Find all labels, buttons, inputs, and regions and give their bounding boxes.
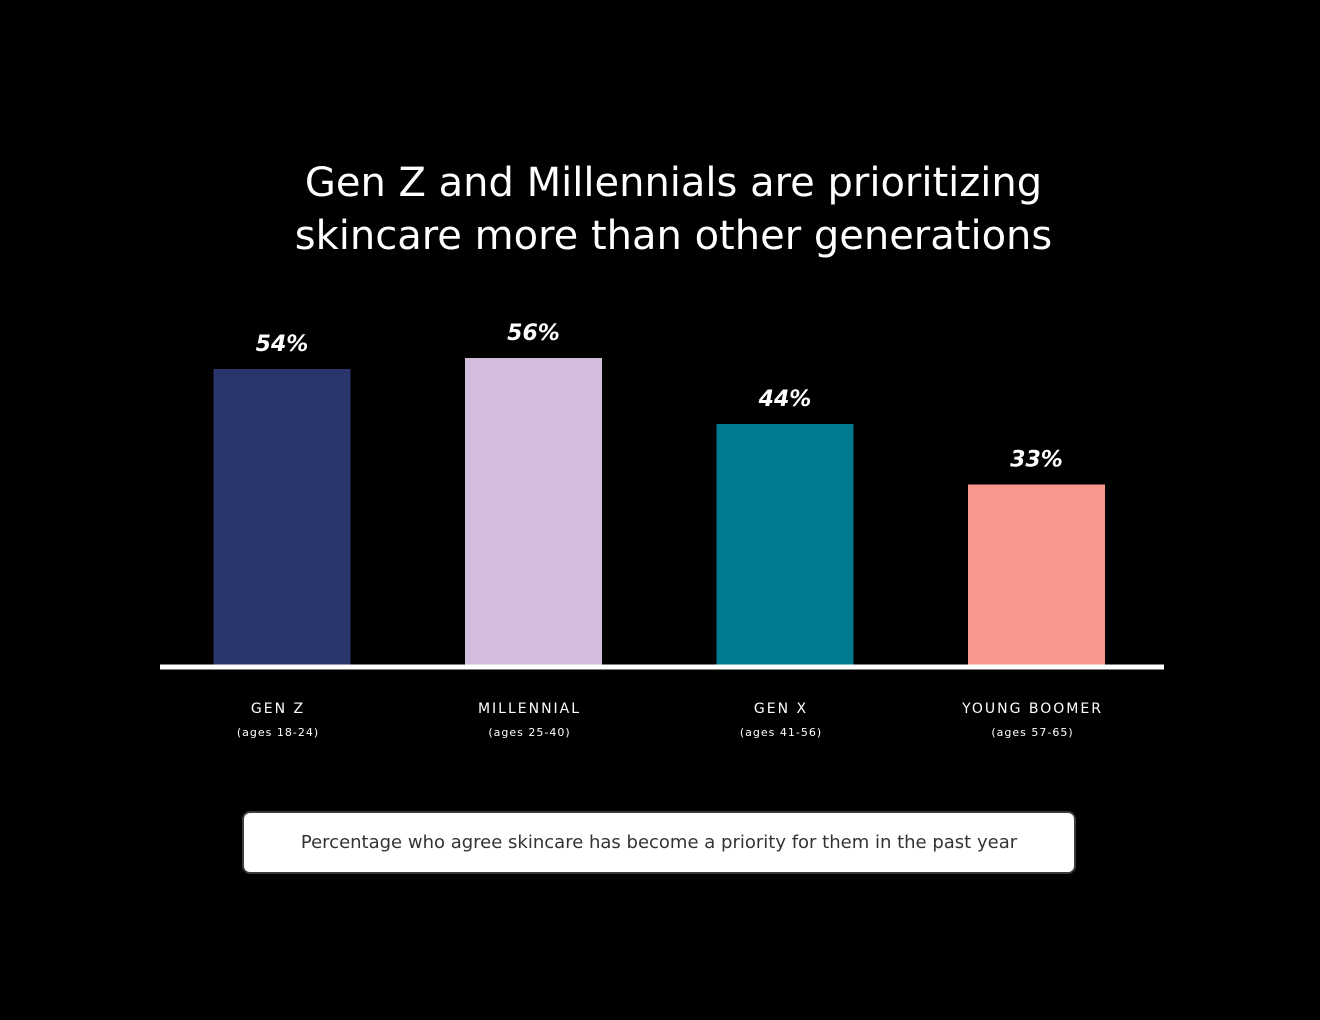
chart-title: Gen Z and Millennials are prioritizing s…: [0, 157, 1320, 263]
category-label-gen-z: GEN Z: [251, 701, 305, 717]
chart-title-line-2: skincare more than other generations: [294, 213, 1053, 259]
bar-gen-z: [213, 369, 351, 666]
value-label-gen-x: 44%: [758, 387, 812, 412]
category-label-young-boomer: YOUNG BOOMER: [961, 701, 1103, 717]
category-sublabel-young-boomer: (ages 57-65): [991, 726, 1073, 739]
category-sublabel-gen-z: (ages 18-24): [237, 726, 319, 739]
chart-caption-box: Percentage who agree skincare has become…: [242, 811, 1076, 874]
category-label-gen-x: GEN X: [754, 701, 808, 717]
category-sublabel-gen-x: (ages 41-56): [740, 726, 822, 739]
category-label-millennial: MILLENNIAL: [478, 701, 581, 717]
chart-caption: Percentage who agree skincare has become…: [300, 832, 1018, 853]
category-sublabel-millennial: (ages 25-40): [488, 726, 570, 739]
bar-millennial: [465, 358, 602, 666]
chart-title-line-1: Gen Z and Millennials are prioritizing: [304, 160, 1043, 206]
bar-gen-x: [716, 424, 854, 666]
value-label-gen-z: 54%: [256, 332, 309, 357]
bar-young-boomer: [968, 484, 1105, 666]
value-label-millennial: 56%: [507, 321, 560, 346]
value-label-young-boomer: 33%: [1010, 448, 1063, 473]
